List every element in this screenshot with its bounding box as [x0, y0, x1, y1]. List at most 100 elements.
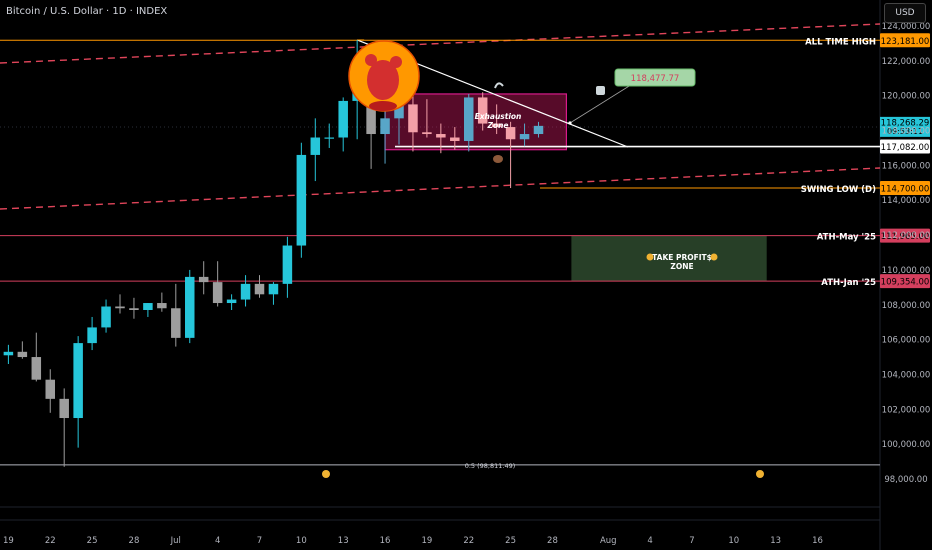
price-axis-tick: 106,000.00 — [882, 336, 931, 346]
poop-icon — [493, 155, 503, 163]
candle-body — [157, 303, 167, 309]
time-axis-tick: 22 — [463, 536, 474, 546]
target-price-box — [614, 68, 696, 87]
price-axis-tick: 108,000.00 — [882, 301, 931, 311]
price-level-tag — [880, 228, 930, 243]
candle-body — [226, 299, 237, 304]
candle-body — [31, 357, 42, 380]
moneybag-icon — [646, 253, 654, 261]
candle-body — [101, 306, 111, 328]
time-axis-tick: 28 — [129, 536, 140, 546]
candle-body — [477, 97, 488, 124]
price-axis-tick: 120,000.00 — [882, 92, 931, 102]
symbol-title: Bitcoin / U.S. Dollar · 1D · INDEX — [6, 6, 168, 17]
time-axis-tick: 7 — [689, 536, 694, 546]
candle-body — [533, 125, 544, 135]
bear-base-icon — [369, 101, 397, 111]
price-axis-tick: 110,000.00 — [882, 266, 931, 276]
candle-body — [282, 245, 293, 284]
hook-icon — [494, 82, 504, 89]
price-axis-tick: 114,000.00 — [882, 196, 931, 206]
fib-level-label: 0.5 (98,811.49) — [465, 462, 516, 470]
time-axis-tick: 16 — [380, 536, 391, 546]
lower-channel-line — [0, 167, 881, 210]
time-axis-tick: 19 — [421, 536, 432, 546]
time-axis-tick: 7 — [257, 536, 262, 546]
time-axis-tick: Aug — [600, 536, 617, 546]
candle-body — [422, 132, 432, 135]
exhaustion-zone-box — [384, 93, 567, 151]
price-level-label: ATH-Jan '25 — [821, 278, 876, 288]
candle-body — [464, 97, 474, 141]
candle-body — [310, 137, 321, 155]
take-profit-label: ZONE — [670, 262, 693, 271]
price-level-tag-text: 123,181.00 — [881, 37, 930, 47]
candle-body — [519, 134, 530, 140]
price-level-tag-text: 111,965.00 — [881, 232, 930, 242]
candle-body — [254, 283, 265, 295]
time-axis-tick: 4 — [215, 536, 220, 546]
price-axis-tick: 104,000.00 — [882, 370, 931, 380]
candle-body — [268, 283, 279, 295]
take-profit-label: TAKE PROFIT$ — [652, 253, 712, 262]
price-axis-tick: 116,000.00 — [882, 161, 931, 171]
price-level-tag-text: 109,354.00 — [881, 278, 930, 288]
time-axis-tick: 19 — [3, 536, 14, 546]
candle-body — [198, 276, 209, 283]
time-axis-tick: 10 — [728, 536, 739, 546]
price-axis-tick: 124,000.00 — [882, 22, 931, 32]
candle-body — [143, 303, 153, 310]
exhaustion-zone-label: Exhaustion — [475, 112, 522, 121]
price-axis-tick: 98,000.00 — [884, 475, 927, 485]
candle-body — [129, 308, 139, 310]
price-level-tag-text: 117,082.00 — [881, 143, 930, 153]
candle-body — [408, 104, 418, 133]
time-axis-tick: 28 — [547, 536, 558, 546]
toilet-paper-icon — [596, 86, 605, 95]
time-axis-tick: 16 — [812, 536, 823, 546]
time-axis-tick: Jul — [170, 536, 181, 546]
time-axis-tick: 25 — [87, 536, 98, 546]
candle-body — [450, 137, 460, 141]
time-axis-tick: 22 — [45, 536, 56, 546]
candle-body — [115, 306, 125, 309]
price-level-label: SWING LOW (D) — [801, 185, 876, 195]
candle-body — [240, 283, 251, 300]
currency-button[interactable]: USD — [884, 3, 926, 23]
time-axis-tick: 25 — [505, 536, 516, 546]
bear-icon — [367, 60, 399, 100]
candle-body — [296, 154, 307, 246]
candle-body — [171, 308, 181, 338]
candle-body — [212, 282, 223, 304]
upper-channel-line — [0, 23, 881, 64]
countdown-timer: 09:53:11 — [887, 127, 923, 136]
price-level-tag — [880, 33, 930, 48]
time-axis-tick: 13 — [338, 536, 349, 546]
candle-body — [366, 85, 376, 135]
price-level-tag — [880, 274, 930, 289]
candle-body — [324, 137, 334, 139]
candle-body — [59, 398, 69, 419]
target-price-label: 118,477.77 — [631, 74, 680, 84]
candle-body — [394, 104, 404, 119]
take-profit-zone-box — [571, 235, 767, 282]
price-level-label: ALL TIME HIGH — [805, 37, 876, 47]
candle-body — [3, 351, 14, 356]
candle-body — [87, 327, 97, 344]
price-level-tag — [880, 181, 930, 196]
exhaustion-zone-label: Zone — [486, 121, 508, 130]
candle-body — [491, 123, 502, 128]
candle-body — [436, 134, 446, 138]
bear-ear-icon — [390, 56, 402, 68]
fib-marker-left — [322, 470, 330, 478]
candle-body — [505, 127, 516, 140]
current-price-tag — [880, 116, 930, 137]
current-price-value: 118,268.29 — [881, 118, 930, 128]
candle-body — [338, 100, 348, 138]
price-axis-tick: 122,000.00 — [882, 57, 931, 67]
target-anchor-point — [568, 121, 572, 125]
price-axis-tick: 112,000.00 — [882, 231, 931, 241]
price-level-tag — [880, 139, 930, 154]
